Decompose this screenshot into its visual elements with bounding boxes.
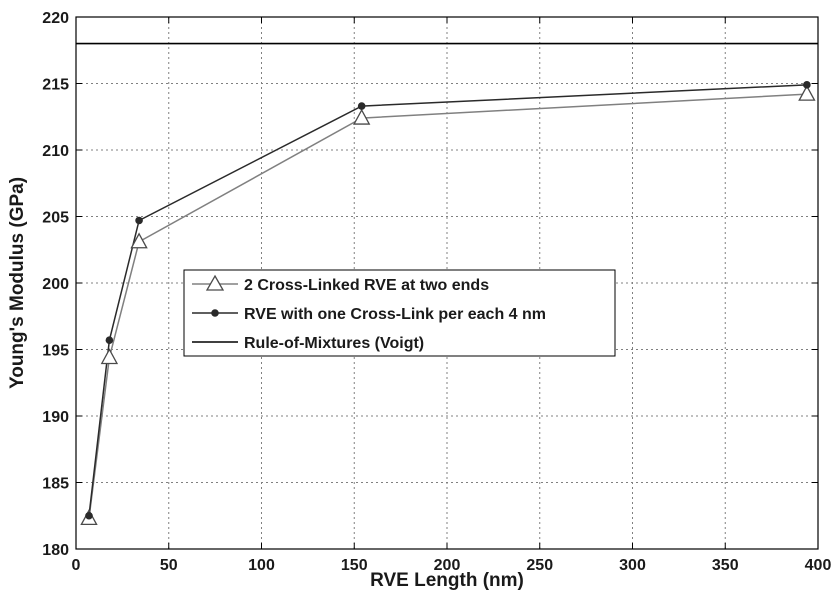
circle-data-point	[85, 511, 93, 520]
y-tick-label: 195	[42, 343, 69, 360]
triangle-data-point	[352, 108, 371, 125]
x-tick-label: 50	[160, 557, 178, 574]
y-tick-label: 220	[42, 10, 69, 27]
legend: 2 Cross-Linked RVE at two ends RVE with …	[183, 269, 616, 357]
legend-entry-voigt-line: Rule-of-Mixtures (Voigt)	[192, 335, 424, 352]
x-tick-label: 200	[434, 557, 461, 574]
triangle-data-point	[798, 84, 816, 101]
y-tick-label: 190	[42, 409, 69, 426]
legend-box	[183, 269, 616, 357]
y-tick-label: 185	[42, 476, 69, 493]
x-tick-label: 250	[526, 557, 553, 574]
legend-triangle-marker-icon	[205, 274, 225, 291]
tick-marks	[75, 16, 819, 550]
y-tick-label: 205	[42, 210, 69, 227]
x-tick-label: 400	[805, 557, 831, 574]
legend-label-circle-series: RVE with one Cross-Link per each 4 nm	[244, 306, 546, 323]
x-tick-label: 0	[72, 557, 81, 574]
y-tick-label: 215	[42, 77, 69, 94]
triangle-data-point	[130, 232, 148, 249]
circle-data-point	[803, 81, 811, 89]
x-tick-label: 150	[341, 557, 368, 574]
y-tick-label: 180	[42, 542, 69, 559]
circle-data-point	[135, 216, 143, 225]
legend-label-voigt: Rule-of-Mixtures (Voigt)	[244, 335, 424, 352]
legend-circle-marker-icon	[211, 309, 219, 317]
circle-data-point	[357, 102, 366, 110]
legend-entry-triangle-series: 2 Cross-Linked RVE at two ends	[192, 274, 489, 294]
x-tick-label: 300	[619, 557, 646, 574]
tick-labels: 0 50 100 150 200 250 300 350 400 180 185 190 195 200 2…	[42, 10, 831, 574]
legend-label-triangle-series: 2 Cross-Linked RVE at two ends	[244, 277, 489, 294]
y-tick-label: 210	[42, 143, 69, 160]
y-tick-label: 200	[42, 276, 69, 293]
x-tick-label: 350	[712, 557, 739, 574]
circle-data-point	[105, 336, 114, 344]
series-layer	[76, 42, 818, 526]
x-axis-label: RVE Length (nm)	[370, 570, 524, 591]
legend-entry-circle-series: RVE with one Cross-Link per each 4 nm	[192, 306, 546, 323]
x-tick-label: 100	[248, 557, 275, 574]
triangle-data-point	[100, 348, 119, 365]
y-axis-label: Young's Modulus (GPa)	[7, 177, 28, 389]
